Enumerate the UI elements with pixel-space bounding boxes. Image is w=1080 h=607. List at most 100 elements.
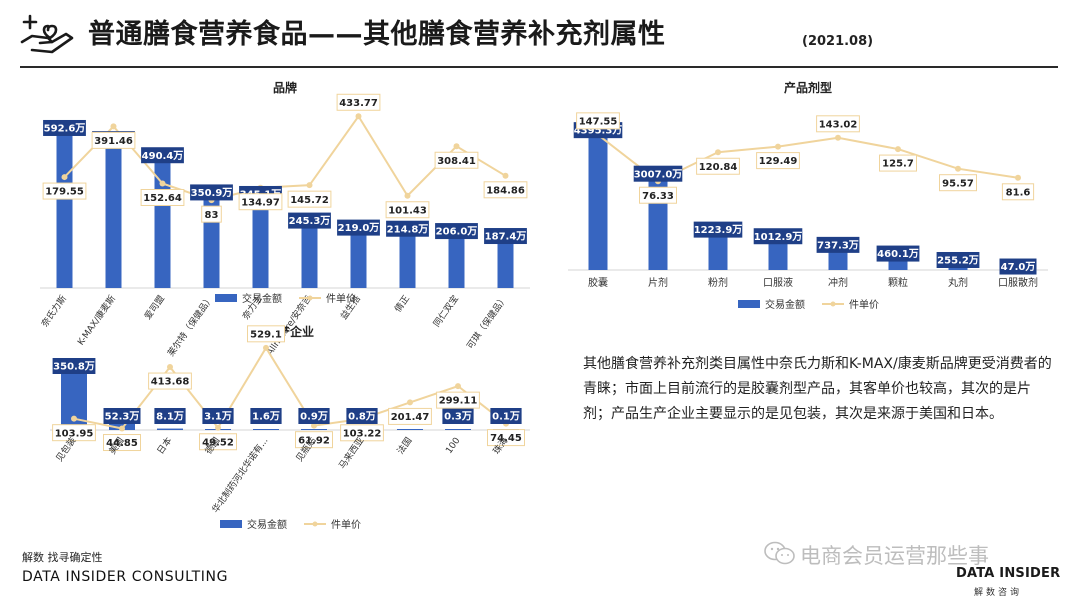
price-label-text: 143.02 (819, 119, 858, 130)
price-point (895, 146, 901, 153)
bar-label: 460.1万 (876, 245, 920, 262)
bar-label-box (154, 408, 186, 424)
price-point (715, 149, 721, 156)
bar-label-text: 350.8万 (53, 361, 95, 373)
price-point (61, 174, 68, 181)
price-label-box (91, 131, 136, 149)
bar-label-text: 47.0万 (1001, 261, 1036, 273)
price-label-text: 76.33 (642, 191, 674, 202)
price-label: 103.22 (340, 424, 384, 442)
bar (157, 428, 183, 430)
care-hand-icon (20, 14, 74, 54)
price-point (71, 415, 77, 422)
bar-label-box (435, 223, 478, 240)
price-label: 147.55 (576, 112, 620, 130)
legend-amount: 交易金额 (242, 292, 282, 305)
bar-label-box (346, 408, 378, 424)
price-label: 413.68 (148, 372, 192, 390)
bar-label: 187.4万 (484, 228, 527, 245)
price-label-text: 308.41 (437, 156, 476, 167)
bar-label: 1.6万 (250, 408, 282, 424)
bar-label: 206.0万 (435, 223, 478, 240)
bar-label-box (103, 408, 141, 424)
price-label: 120.84 (696, 157, 740, 175)
price-label: 308.41 (434, 151, 479, 169)
price-label-text: 413.68 (151, 377, 190, 388)
brand-chart: 品牌592.6万550.7万490.4万350.9万345.1万245.3万21… (38, 80, 530, 359)
bar-label-box (386, 220, 429, 237)
price-label: 134.97 (238, 193, 283, 211)
bar-label-box (337, 219, 380, 236)
price-point (263, 344, 269, 351)
price-label-text: 184.86 (486, 185, 525, 196)
price-point (502, 172, 509, 179)
category-label: 丸剂 (948, 276, 968, 289)
price-label-text: 49.52 (202, 437, 234, 448)
bar-label-box (43, 119, 86, 136)
price-label: 61.92 (295, 431, 333, 449)
bar (497, 238, 514, 288)
bar (252, 195, 269, 288)
price-label-box (340, 424, 384, 442)
price-point (306, 182, 313, 189)
price-point (453, 143, 460, 150)
price-label-box (1001, 183, 1035, 201)
price-point (407, 399, 413, 406)
bar-label-box (141, 147, 184, 164)
category-label: 日本 (154, 435, 174, 457)
bar-label-text: 1223.9万 (694, 224, 743, 236)
summary-text: 其他膳食营养补充剂类目属性中奈氏力斯和K-MAX/康麦斯品牌更受消费者的青睐；市… (583, 356, 1052, 422)
bar-label-text: 490.4万 (142, 150, 184, 162)
price-label-text: 391.46 (94, 136, 133, 147)
chart-title: 品牌 (273, 80, 297, 95)
bar-label-box (288, 212, 331, 229)
legend-line-dot (830, 301, 836, 307)
price-label-text: 125.7 (882, 159, 914, 170)
bar-label-text: 219.0万 (338, 222, 380, 234)
category-label: 法国 (394, 435, 414, 457)
bar (56, 129, 73, 288)
price-label: 179.55 (42, 182, 87, 200)
price-label-text: 433.77 (339, 98, 378, 109)
bar (301, 222, 318, 288)
price-point (355, 113, 362, 120)
price-label-box (756, 152, 800, 170)
price-point (110, 123, 117, 130)
category-label: 胶囊 (588, 276, 608, 289)
price-line (73, 345, 507, 430)
price-label: 145.72 (287, 190, 332, 208)
price-label-box (201, 205, 222, 223)
price-label-text: 103.95 (55, 428, 94, 439)
price-label-box (576, 112, 620, 130)
bar-label: 1223.9万 (693, 221, 743, 238)
logo-subtitle: 解数咨询 (974, 588, 1023, 598)
price-point (167, 364, 173, 371)
bar (397, 429, 423, 430)
price-label-box (103, 434, 141, 452)
price-line (63, 114, 507, 202)
bar-label-text: 1012.9万 (754, 231, 803, 243)
price-label-text: 61.92 (298, 435, 330, 446)
bar-label-box (816, 236, 860, 253)
bar-label-text: 0.1万 (492, 411, 520, 423)
price-point (775, 143, 781, 150)
price-label: 95.57 (939, 174, 977, 192)
price-label-text: 103.22 (343, 428, 382, 439)
bar-label-text: 245.3万 (289, 215, 331, 227)
price-label-text: 101.43 (388, 205, 427, 216)
price-label-text: 147.55 (579, 116, 618, 127)
price-label-text: 201.47 (391, 412, 430, 423)
bar-label-box (202, 408, 234, 424)
bar-label: 47.0万 (999, 258, 1037, 275)
bar-label-box (876, 245, 920, 262)
bar-label-box (936, 251, 980, 268)
bar-label: 737.3万 (816, 236, 860, 253)
price-label: 143.02 (816, 115, 860, 133)
price-label: 83 (201, 205, 222, 223)
price-label: 433.77 (336, 93, 381, 111)
bar (301, 429, 327, 430)
price-label: 391.46 (91, 131, 136, 149)
price-point (119, 425, 125, 432)
bar-label: 0.9万 (298, 408, 330, 424)
bar-label-text: 3.1万 (204, 411, 232, 423)
